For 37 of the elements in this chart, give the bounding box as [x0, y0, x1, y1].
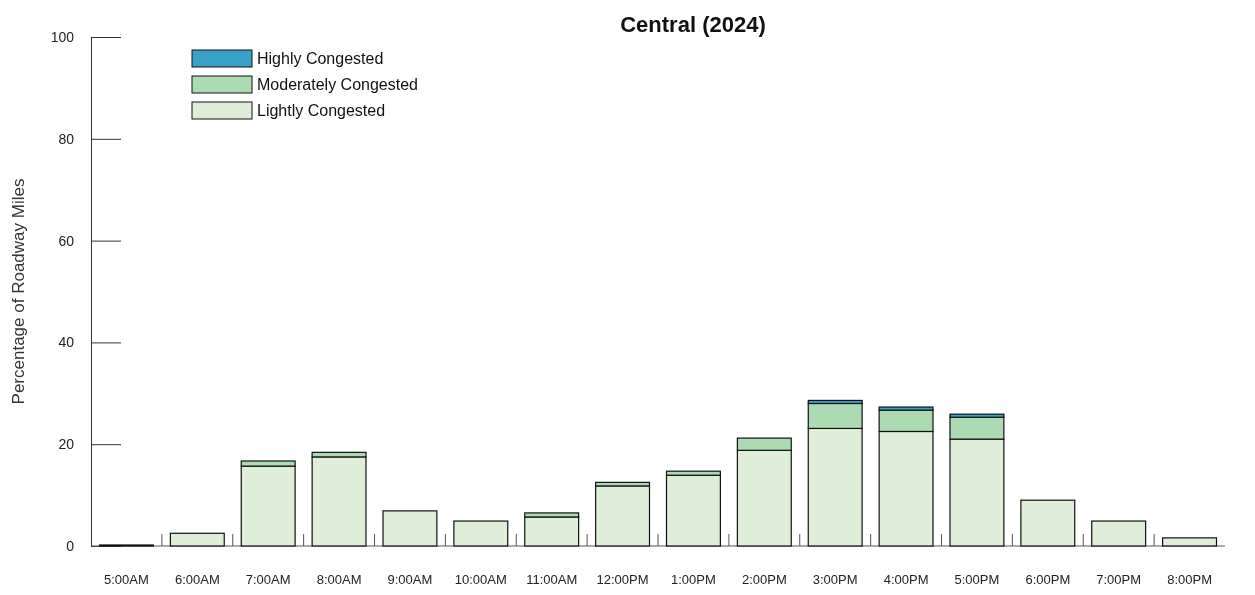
- legend-label: Moderately Congested: [257, 76, 418, 93]
- x-tick-label: 5:00PM: [954, 572, 1000, 587]
- bar: [453, 520, 509, 547]
- x-tick-label: 7:00PM: [1096, 572, 1142, 587]
- y-tick-label: 80: [58, 130, 75, 147]
- bar: [311, 456, 367, 547]
- x-tick-label: 8:00AM: [316, 572, 362, 587]
- x-tick-label: 3:00PM: [812, 572, 858, 587]
- bar: [169, 532, 225, 547]
- bar: [1091, 520, 1147, 547]
- bar: [524, 516, 580, 547]
- bar: [1020, 499, 1076, 547]
- legend-label: Highly Congested: [257, 50, 384, 67]
- x-tick-label: 9:00AM: [387, 572, 433, 587]
- y-tick-label: 20: [58, 436, 75, 453]
- y-axis-title: Percentage of Roadway Miles: [9, 178, 28, 405]
- x-tick-label: 6:00PM: [1025, 572, 1071, 587]
- x-tick-label: 12:00PM: [596, 572, 649, 587]
- x-tick-label: 11:00AM: [526, 572, 578, 587]
- chart-title: Central (2024): [620, 12, 766, 37]
- x-tick-label: 2:00PM: [741, 572, 787, 587]
- x-tick-label: 6:00AM: [174, 572, 220, 587]
- y-tick-label: 0: [66, 537, 75, 554]
- bar: [1162, 537, 1218, 547]
- x-tick-label: 7:00AM: [245, 572, 291, 587]
- y-tick-label: 40: [58, 334, 75, 351]
- x-tick-label: 1:00PM: [671, 572, 716, 587]
- y-tick-label: 60: [58, 232, 75, 249]
- x-tick-label: 4:00PM: [883, 572, 929, 587]
- bar: [665, 474, 721, 547]
- x-tick-label: 5:00AM: [104, 572, 149, 587]
- bar: [382, 510, 438, 547]
- legend-label: Lightly Congested: [257, 102, 386, 119]
- x-tick-label: 10:00AM: [454, 572, 507, 587]
- bar: [595, 485, 651, 547]
- x-tick-label: 8:00PM: [1167, 572, 1212, 587]
- y-tick-label: 100: [50, 28, 75, 45]
